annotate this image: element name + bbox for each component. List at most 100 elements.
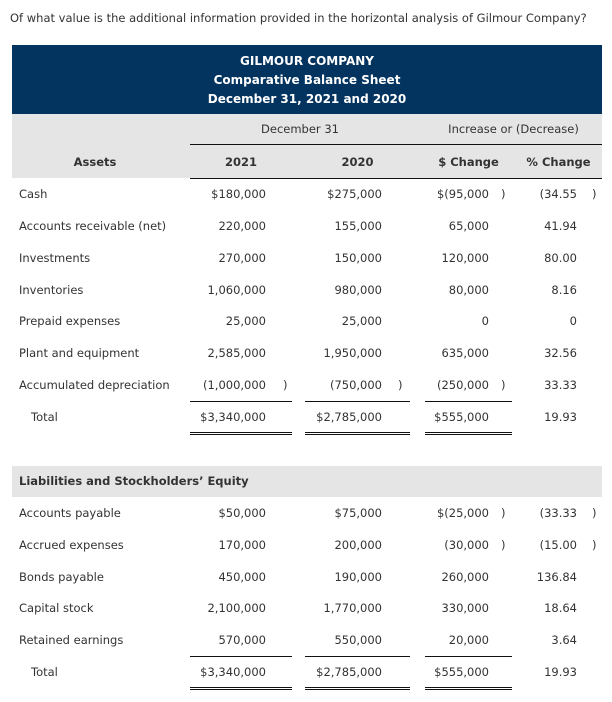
value-2020: $2,785,000 [316,410,382,424]
value-dollar-change: 65,000 [448,219,489,233]
col-dollar-change: $ Change [438,155,499,169]
value-pct-change: 32.56 [544,346,577,360]
value-pct-change: 0 [569,314,577,328]
value-2020: 200,000 [334,538,382,552]
statement-title: Comparative Balance Sheet [213,73,401,87]
paren: ) [283,378,288,392]
value-2021: 270,000 [218,251,266,265]
value-pct-change: 3.64 [551,633,577,647]
value-2020: 190,000 [334,570,382,584]
value-2020: 1,950,000 [323,346,382,360]
statement-date: December 31, 2021 and 2020 [207,92,407,106]
row-label: Bonds payable [19,570,104,584]
value-pct-change: 18.64 [544,601,577,615]
value-2021: 570,000 [218,633,266,647]
paren: ) [592,538,597,552]
value-dollar-change: 80,000 [448,283,489,297]
paren: ) [501,506,506,520]
row-label: Capital stock [19,601,94,615]
value-dollar-change: 0 [481,314,489,328]
value-2021: $180,000 [211,187,266,201]
value-dollar-change: $(95,000 [436,187,489,201]
value-2021: 1,060,000 [207,283,266,297]
row-label: Total [31,410,58,424]
row-label: Accrued expenses [19,538,124,552]
paren: ) [501,538,506,552]
value-2021: $3,340,000 [200,410,266,424]
double-underline [305,432,410,435]
assets-heading: Assets [73,155,117,169]
row-label: Total [31,665,58,679]
col-2020: 2020 [341,155,374,169]
value-dollar-change: (30,000 [444,538,489,552]
value-2021: 2,100,000 [207,601,266,615]
col-pct-change: % Change [526,155,591,169]
underline [305,656,410,657]
double-underline [305,687,410,690]
value-2021: 2,585,000 [207,346,266,360]
double-underline [425,687,512,690]
double-underline [190,432,292,435]
value-pct-change: 19.93 [544,665,577,679]
value-2020: $275,000 [327,187,382,201]
value-pct-change: (15.00 [539,538,577,552]
value-2020: $2,785,000 [316,665,382,679]
header-bottom-rule [190,178,602,179]
value-pct-change: 41.94 [544,219,577,233]
value-2020: 155,000 [334,219,382,233]
double-underline [425,432,512,435]
row-label: Accounts receivable (net) [19,219,167,233]
question-text: Of what value is the additional informat… [10,11,587,25]
value-dollar-change: $555,000 [434,665,489,679]
value-2020: 980,000 [334,283,382,297]
row-label: Prepaid expenses [19,314,121,328]
group-december-31: December 31 [261,122,339,136]
value-2020: 150,000 [334,251,382,265]
paren: ) [398,378,403,392]
value-pct-change: 33.33 [544,378,577,392]
value-dollar-change: 260,000 [441,570,489,584]
value-pct-change: (34.55 [539,187,577,201]
liabilities-band [12,466,602,497]
row-label: Cash [19,187,48,201]
underline [190,401,292,402]
underline [425,401,512,402]
header-divider [190,144,602,145]
company-name: GILMOUR COMPANY [240,54,374,68]
value-2021: (1,000,000 [202,378,266,392]
value-dollar-change: 330,000 [441,601,489,615]
value-2020: 1,770,000 [323,601,382,615]
underline [305,401,410,402]
row-label: Inventories [19,283,84,297]
value-2021: 25,000 [225,314,266,328]
row-label: Plant and equipment [19,346,140,360]
row-label: Retained earnings [19,633,124,647]
value-pct-change: 80.00 [544,251,577,265]
value-2021: 220,000 [218,219,266,233]
paren: ) [501,378,506,392]
underline [425,656,512,657]
column-header-band [12,114,602,178]
paren: ) [592,187,597,201]
underline [190,656,292,657]
value-2020: 25,000 [341,314,382,328]
paren: ) [592,506,597,520]
value-dollar-change: 120,000 [441,251,489,265]
value-2021: $50,000 [218,506,266,520]
value-pct-change: 8.16 [551,283,577,297]
value-2021: 450,000 [218,570,266,584]
value-dollar-change: (250,000 [436,378,489,392]
row-label: Investments [19,251,91,265]
value-pct-change: 19.93 [544,410,577,424]
liabilities-heading: Liabilities and Stockholders’ Equity [19,474,249,488]
value-dollar-change: $555,000 [434,410,489,424]
value-dollar-change: $(25,000 [436,506,489,520]
paren: ) [501,187,506,201]
value-pct-change: (33.33 [539,506,577,520]
value-2020: 550,000 [334,633,382,647]
col-2021: 2021 [224,155,257,169]
value-dollar-change: 635,000 [441,346,489,360]
value-dollar-change: 20,000 [448,633,489,647]
value-2021: $3,340,000 [200,665,266,679]
row-label: Accounts payable [19,506,121,520]
